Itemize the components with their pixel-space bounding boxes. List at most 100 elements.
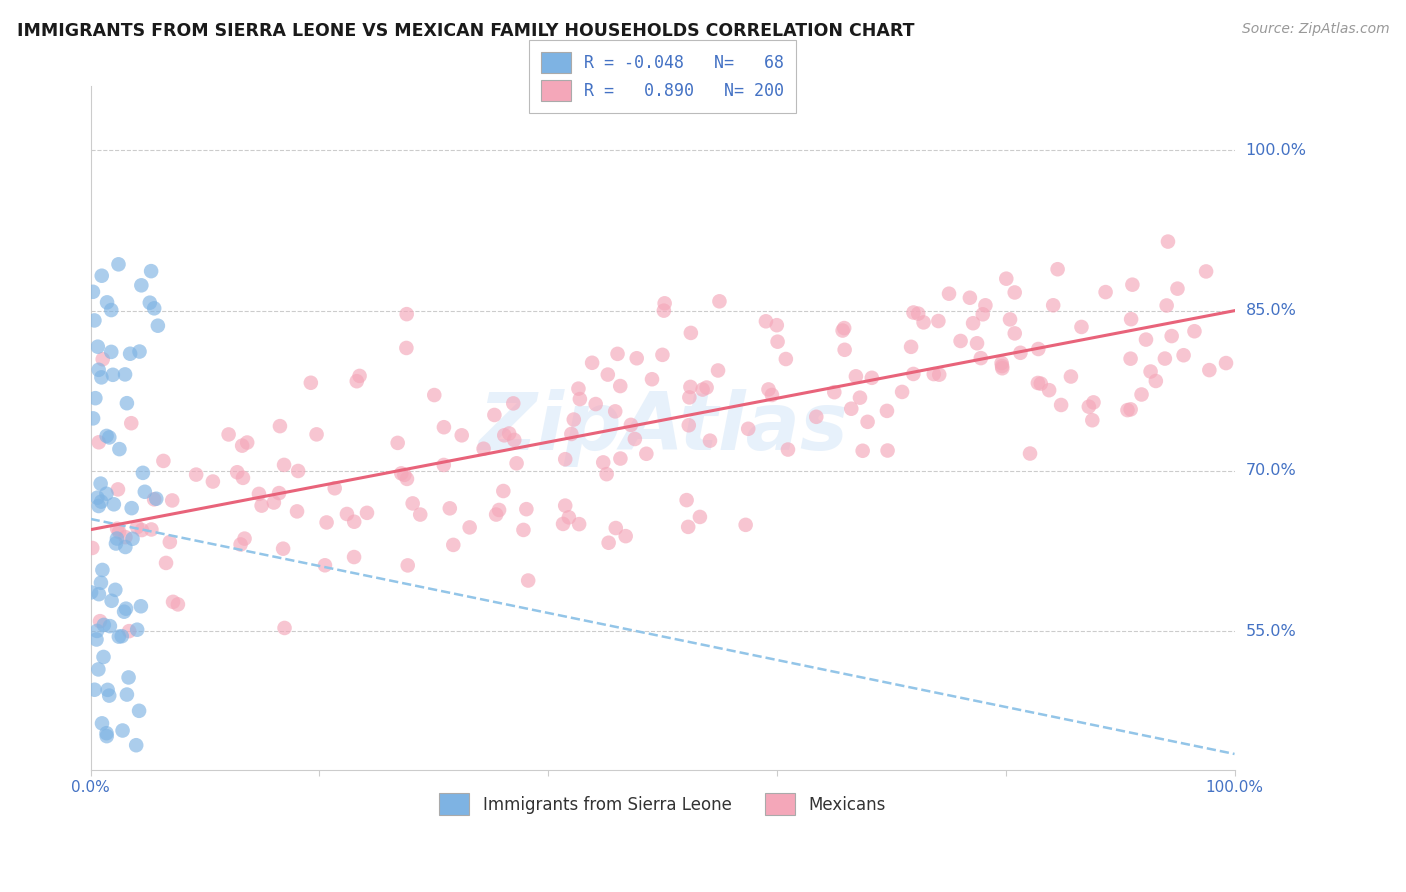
Text: Source: ZipAtlas.com: Source: ZipAtlas.com <box>1241 22 1389 37</box>
Point <box>1038 383 1060 397</box>
Point <box>1094 285 1116 299</box>
Point <box>1215 356 1237 370</box>
Point <box>120 347 142 361</box>
Point <box>145 491 167 506</box>
Point <box>1046 262 1069 277</box>
Point <box>409 508 432 522</box>
Point <box>1019 446 1042 460</box>
Point <box>1116 403 1139 417</box>
Point <box>605 521 627 535</box>
Point <box>285 504 308 518</box>
Point <box>314 558 336 573</box>
Point <box>560 426 582 441</box>
Point <box>247 487 270 501</box>
Point <box>233 532 256 546</box>
Point <box>1157 235 1180 249</box>
Point <box>104 536 127 550</box>
Point <box>271 541 294 556</box>
Point <box>387 436 409 450</box>
Point <box>356 506 378 520</box>
Point <box>100 344 122 359</box>
Point <box>834 343 856 357</box>
Point <box>606 347 628 361</box>
Point <box>402 496 425 510</box>
Point <box>97 682 120 697</box>
Point <box>96 726 118 740</box>
Point <box>1156 298 1178 312</box>
Point <box>492 483 515 498</box>
Point <box>395 472 418 486</box>
Point <box>118 624 141 639</box>
Point <box>115 688 138 702</box>
Point <box>346 374 368 388</box>
Point <box>605 404 627 418</box>
Point <box>96 429 118 443</box>
Point <box>806 409 828 424</box>
Point <box>709 294 731 309</box>
Point <box>87 435 110 450</box>
Point <box>96 486 118 500</box>
Point <box>315 516 337 530</box>
Point <box>121 501 143 516</box>
Point <box>1166 282 1188 296</box>
Point <box>98 689 121 703</box>
Point <box>273 458 295 472</box>
Point <box>1060 369 1083 384</box>
Text: 100.0%: 100.0% <box>1246 143 1306 158</box>
Point <box>1154 351 1177 366</box>
Point <box>974 298 997 312</box>
Point <box>554 499 576 513</box>
Point <box>776 442 799 457</box>
Point <box>912 315 935 329</box>
Point <box>1198 363 1220 377</box>
Point <box>349 368 371 383</box>
Point <box>485 508 508 522</box>
Point <box>1135 333 1157 347</box>
Point <box>692 383 714 397</box>
Point <box>927 314 949 328</box>
Point <box>343 515 366 529</box>
Point <box>1026 342 1049 356</box>
Point <box>389 467 412 481</box>
Point <box>433 458 456 472</box>
Point <box>856 415 879 429</box>
Point <box>87 587 110 601</box>
Point <box>990 356 1012 370</box>
Point <box>131 523 153 537</box>
Point <box>766 334 789 349</box>
Point <box>991 359 1014 373</box>
Point <box>250 499 273 513</box>
Point <box>679 326 702 340</box>
Point <box>596 368 619 382</box>
Point <box>139 295 162 310</box>
Point <box>86 632 108 647</box>
Point <box>395 307 418 321</box>
Point <box>82 411 104 425</box>
Point <box>100 303 122 318</box>
Point <box>1083 395 1105 409</box>
Point <box>127 623 149 637</box>
Point <box>91 716 114 731</box>
Point <box>395 341 418 355</box>
Point <box>1029 376 1052 391</box>
Point <box>143 301 166 316</box>
Point <box>273 621 295 635</box>
Point <box>98 619 121 633</box>
Point <box>232 471 254 485</box>
Point <box>108 524 131 539</box>
Point <box>152 454 174 468</box>
Point <box>651 348 673 362</box>
Point <box>1144 374 1167 388</box>
Point <box>90 370 112 384</box>
Point <box>592 455 614 469</box>
Point <box>91 352 114 367</box>
Point <box>641 372 664 386</box>
Point <box>831 324 853 338</box>
Point <box>127 520 149 534</box>
Point <box>775 351 797 366</box>
Point <box>129 599 152 614</box>
Point <box>120 416 142 430</box>
Point <box>439 501 461 516</box>
Point <box>115 601 138 615</box>
Point <box>503 433 526 447</box>
